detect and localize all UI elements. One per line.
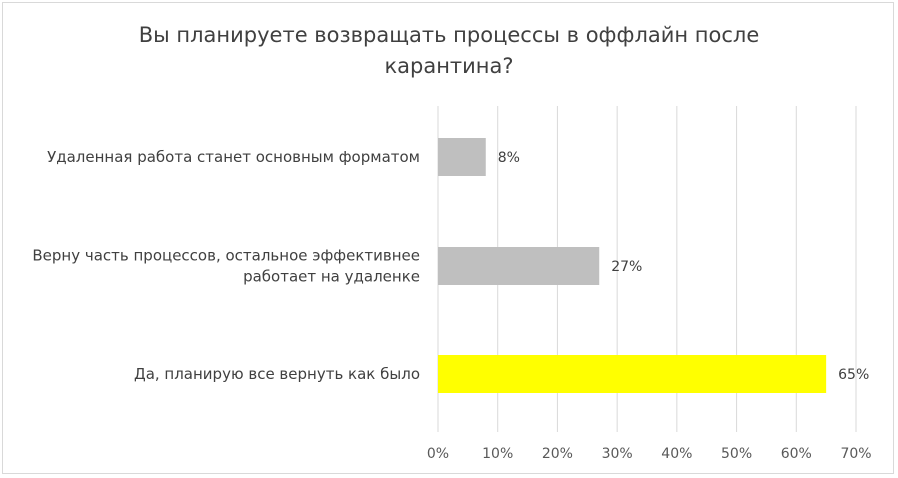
value-label-1: 27% [611, 259, 642, 275]
x-tick-label-0: 0% [427, 446, 449, 462]
category-label-0-0: Удаленная работа станет основным формато… [47, 148, 420, 166]
chart-title: Вы планируете возвращать процессы в оффл… [0, 20, 898, 82]
x-tick-label-5: 50% [721, 446, 752, 462]
category-label-1-1: работает на удаленке [243, 268, 420, 286]
bar-1 [438, 247, 600, 285]
chart-title-text: Вы планируете возвращать процессы в оффл… [138, 23, 760, 78]
value-label-2: 65% [838, 367, 869, 383]
bar-2 [438, 355, 827, 393]
x-tick-label-4: 40% [661, 446, 692, 462]
bar-0 [438, 138, 486, 176]
x-tick-label-7: 70% [840, 446, 871, 462]
x-tick-label-2: 20% [542, 446, 573, 462]
x-tick-label-1: 10% [482, 446, 513, 462]
category-label-1-0: Верну часть процессов, остальное эффекти… [32, 247, 420, 265]
category-label-2-0: Да, планирую все вернуть как было [134, 365, 420, 383]
x-tick-label-3: 30% [602, 446, 633, 462]
x-tick-label-6: 60% [781, 446, 812, 462]
value-label-0: 8% [498, 150, 520, 166]
